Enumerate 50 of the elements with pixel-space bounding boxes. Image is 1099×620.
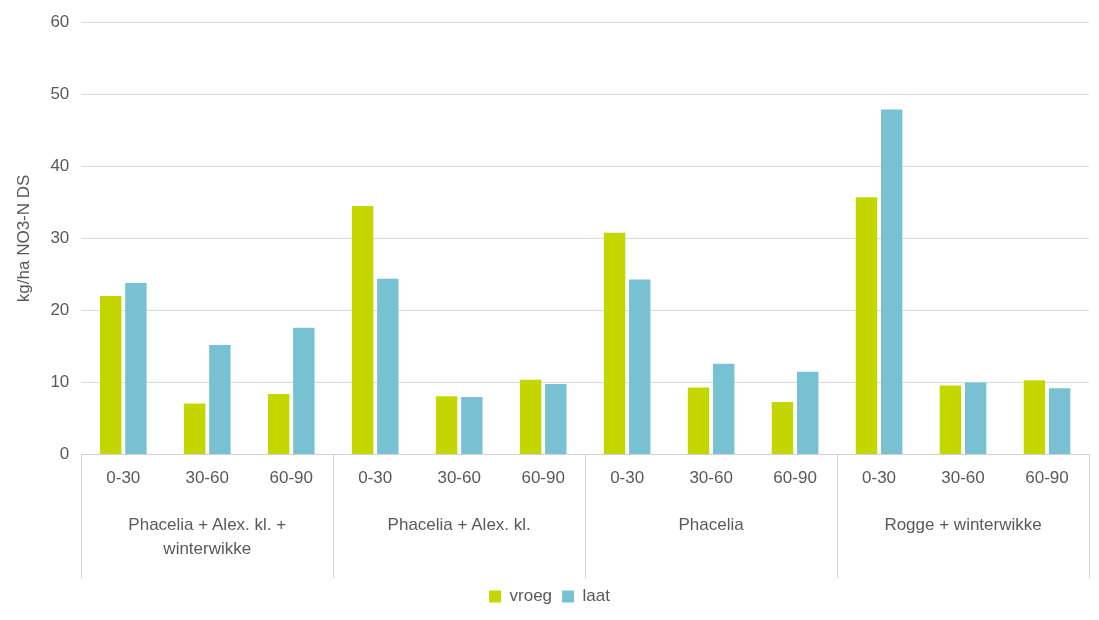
y-tick-label: 30 bbox=[50, 228, 70, 248]
y-tick-label: 10 bbox=[50, 372, 70, 392]
y-axis-title: kg/ha NO3-N DS bbox=[13, 174, 33, 303]
x-tick-label: 0-30 bbox=[106, 468, 141, 488]
text: Phacelia bbox=[678, 514, 745, 534]
bar bbox=[293, 327, 315, 455]
bar bbox=[687, 387, 710, 455]
legend-label: vroeg bbox=[509, 586, 553, 606]
bar bbox=[377, 278, 399, 455]
bar bbox=[267, 394, 290, 455]
x-tick-label: 0-30 bbox=[610, 468, 645, 488]
bar bbox=[964, 382, 987, 455]
bar bbox=[855, 197, 878, 455]
x-tick-label: 30-60 bbox=[941, 468, 985, 488]
x-tick-label: 0-30 bbox=[862, 468, 897, 488]
bar bbox=[603, 232, 626, 455]
bar bbox=[939, 385, 962, 455]
x-tick-label: 60-90 bbox=[269, 468, 313, 488]
x-tick-label: 30-60 bbox=[689, 468, 733, 488]
bar bbox=[351, 205, 374, 455]
x-tick-label: 30-60 bbox=[437, 468, 481, 488]
bar bbox=[1048, 388, 1071, 455]
y-tick-label: 40 bbox=[50, 156, 70, 176]
bar bbox=[435, 396, 458, 455]
bar bbox=[461, 396, 483, 455]
y-tick-label: 60 bbox=[50, 11, 70, 31]
bar bbox=[519, 379, 542, 455]
bar bbox=[796, 371, 819, 455]
text: Phacelia + Alex. kl. bbox=[387, 514, 531, 534]
text: Phacelia + Alex. kl. + winterwikke bbox=[128, 514, 287, 558]
bar bbox=[209, 345, 231, 455]
bar bbox=[880, 109, 903, 455]
bar bbox=[713, 363, 735, 455]
x-tick-label: 30-60 bbox=[185, 468, 230, 488]
bar bbox=[99, 296, 122, 455]
bar bbox=[629, 279, 651, 455]
bar bbox=[183, 403, 206, 455]
bar bbox=[545, 383, 567, 455]
x-tick-label: 0-30 bbox=[358, 468, 393, 488]
legend-label: laat bbox=[582, 586, 611, 606]
x-tick-label: 60-90 bbox=[521, 468, 565, 488]
x-tick-label: 60-90 bbox=[1025, 468, 1069, 488]
bar bbox=[1023, 380, 1046, 455]
y-tick-label: 20 bbox=[50, 300, 70, 320]
y-tick-label: 50 bbox=[50, 83, 70, 103]
x-tick-label: 60-90 bbox=[773, 468, 817, 488]
text: Rogge + winterwikke bbox=[884, 514, 1042, 534]
y-tick-label: 0 bbox=[59, 444, 70, 464]
bar bbox=[125, 283, 147, 455]
bar bbox=[771, 401, 794, 455]
